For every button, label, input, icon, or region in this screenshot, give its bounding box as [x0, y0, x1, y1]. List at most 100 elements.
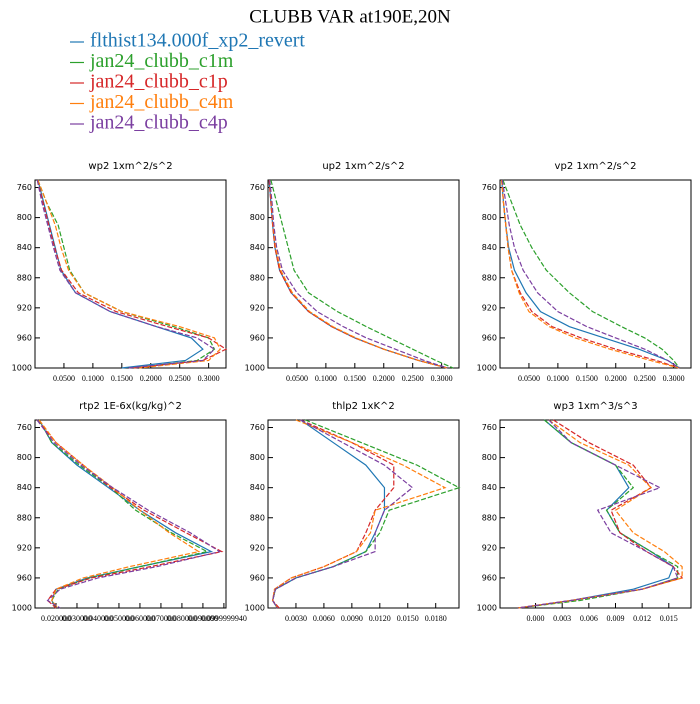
y-tick-label: 960 — [250, 333, 265, 342]
y-tick-label: 1000 — [477, 604, 497, 613]
x-tick-label: 0.0150 — [397, 614, 419, 623]
x-tick-label: 0.1500 — [111, 374, 133, 383]
y-tick-label: 880 — [482, 513, 497, 522]
x-tick-label: 0.050000 — [104, 614, 134, 623]
y-tick-label: 840 — [482, 483, 497, 492]
profile-line — [501, 179, 680, 369]
profile-line — [501, 179, 680, 369]
profile-line — [36, 419, 222, 609]
x-tick-label: 0.070000 — [146, 614, 176, 623]
y-tick-label: 880 — [250, 273, 265, 282]
x-tick-label: 0.0500 — [518, 374, 540, 383]
y-tick-label: 1000 — [12, 364, 32, 373]
x-tick-label: 0.0090 — [341, 614, 363, 623]
x-tick-label: 0.0500 — [286, 374, 308, 383]
y-tick-label: 800 — [17, 213, 32, 222]
y-tick-label: 1000 — [12, 604, 32, 613]
panel-title: wp3 1xm^3/s^3 — [553, 401, 637, 412]
y-tick-label: 840 — [250, 483, 265, 492]
y-tick-label: 960 — [17, 573, 32, 582]
y-tick-label: 840 — [17, 243, 32, 252]
y-tick-label: 920 — [482, 543, 497, 552]
y-tick-label: 1000 — [245, 364, 265, 373]
x-tick-label: 0.2500 — [402, 374, 424, 383]
y-tick-label: 960 — [17, 333, 32, 342]
y-tick-label: 920 — [17, 303, 32, 312]
x-tick-label: 0.015 — [660, 614, 678, 623]
y-tick-label: 1000 — [477, 364, 497, 373]
profile-line — [268, 179, 448, 369]
x-tick-label: 0.060000 — [125, 614, 155, 623]
profile-line — [272, 419, 414, 609]
profile-line — [517, 419, 679, 609]
x-tick-label: 0.090000 — [188, 614, 218, 623]
profile-line — [517, 419, 684, 609]
legend-label: jan24_clubb_c4m — [89, 91, 234, 113]
x-tick-label: 0.2500 — [634, 374, 656, 383]
x-tick-label: 0.012 — [633, 614, 651, 623]
y-tick-label: 760 — [17, 423, 32, 432]
legend-label: flthist134.000f_xp2_revert — [90, 30, 305, 52]
panel-title: wp2 1xm^2/s^2 — [88, 161, 172, 172]
profile-line — [38, 419, 209, 609]
profile-line — [37, 179, 204, 369]
panel-title: up2 1xm^2/s^2 — [322, 161, 404, 172]
x-tick-label: 0.0030 — [285, 614, 307, 623]
y-tick-label: 880 — [17, 513, 32, 522]
x-tick-label: 0.0060 — [313, 614, 335, 623]
x-tick-label: 0.2000 — [140, 374, 162, 383]
y-tick-label: 800 — [250, 213, 265, 222]
panel-title: rtp2 1E-6x(kg/kg)^2 — [79, 401, 182, 412]
x-tick-label: 0.3000 — [198, 374, 220, 383]
profile-line — [270, 179, 454, 369]
x-tick-label: 0.009 — [606, 614, 624, 623]
profile-line — [517, 419, 679, 609]
y-tick-label: 760 — [250, 183, 265, 192]
plot-frame — [34, 419, 227, 609]
y-tick-label: 920 — [482, 303, 497, 312]
x-tick-label: 0.020000 — [41, 614, 71, 623]
x-tick-label: 0.2500 — [169, 374, 191, 383]
panel-title: vp2 1xm^2/s^2 — [555, 161, 637, 172]
y-tick-label: 960 — [250, 573, 265, 582]
y-tick-label: 760 — [17, 183, 32, 192]
x-tick-label: 0.000 — [527, 614, 545, 623]
y-tick-label: 840 — [482, 243, 497, 252]
profile-line — [272, 419, 395, 609]
profile-line — [38, 419, 201, 609]
x-tick-label: 0.2000 — [373, 374, 395, 383]
plot-frame — [499, 419, 692, 609]
panel-title: thlp2 1xK^2 — [332, 401, 395, 412]
x-tick-label: 0.3000 — [431, 374, 453, 383]
legend-label: jan24_clubb_c1p — [89, 71, 228, 93]
profile-line — [36, 419, 224, 609]
legend-label: jan24_clubb_c4p — [89, 112, 228, 134]
x-tick-label: 0.0180 — [425, 614, 447, 623]
profile-line — [37, 179, 221, 369]
profile-line — [36, 179, 228, 369]
y-tick-label: 800 — [17, 453, 32, 462]
y-tick-label: 880 — [250, 513, 265, 522]
x-tick-label: 0.3000 — [663, 374, 685, 383]
x-tick-label: 0.1500 — [344, 374, 366, 383]
profile-line — [517, 419, 674, 609]
profile-line — [272, 419, 447, 609]
profile-line — [36, 179, 216, 369]
profile-line — [517, 419, 683, 609]
x-tick-label: 0.2000 — [605, 374, 627, 383]
x-tick-label: 0.1000 — [547, 374, 569, 383]
y-tick-label: 920 — [250, 303, 265, 312]
y-tick-label: 960 — [482, 573, 497, 582]
plot-frame — [267, 179, 460, 369]
y-tick-label: 760 — [250, 423, 265, 432]
profile-line — [272, 419, 461, 609]
profile-line — [502, 179, 680, 369]
x-tick-label: 0.003 — [553, 614, 571, 623]
y-tick-label: 880 — [17, 273, 32, 282]
plot-frame — [267, 419, 460, 609]
x-tick-label: 0.0500 — [53, 374, 75, 383]
y-tick-label: 800 — [482, 213, 497, 222]
y-tick-label: 1000 — [245, 604, 265, 613]
